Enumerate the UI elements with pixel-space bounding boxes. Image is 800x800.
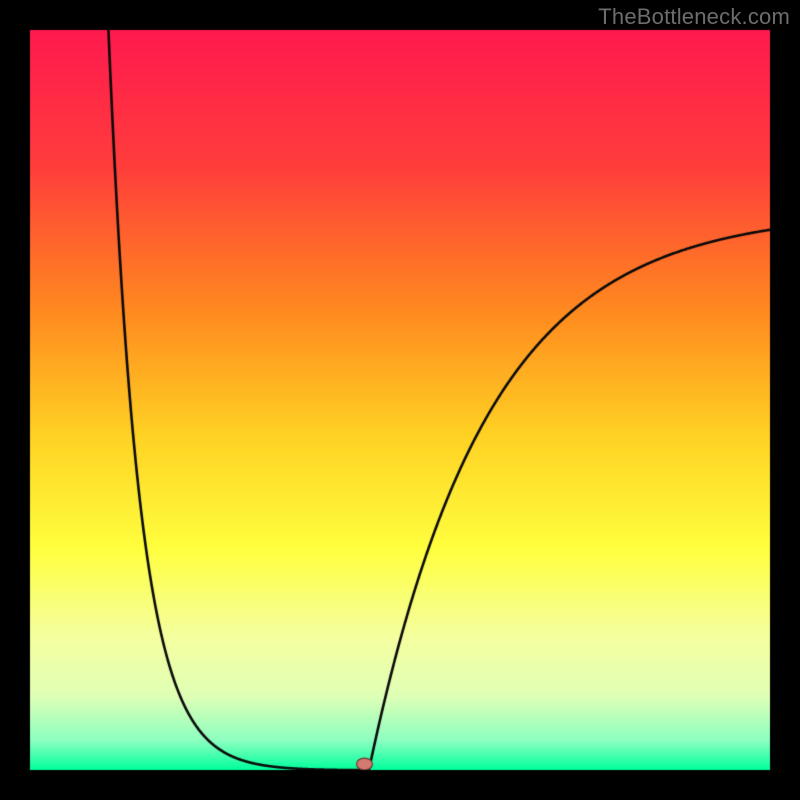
watermark-text: TheBottleneck.com [598,4,790,30]
chart-stage: TheBottleneck.com [0,0,800,800]
bottleneck-chart-canvas [0,0,800,800]
